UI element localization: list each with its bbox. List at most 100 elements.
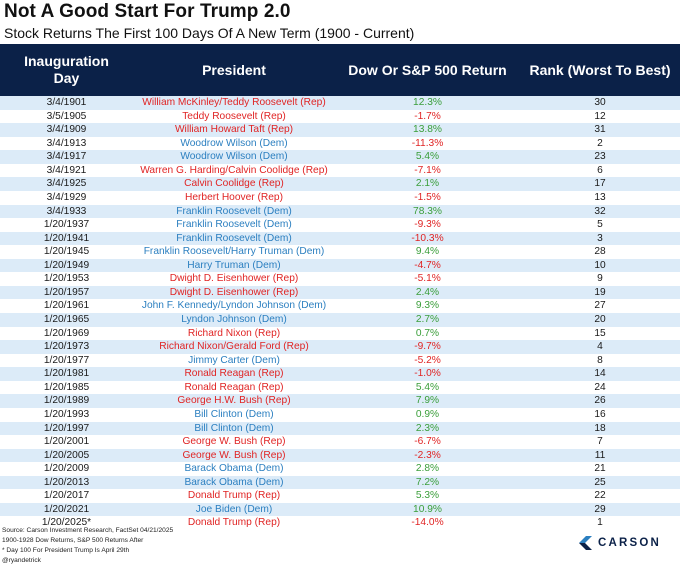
cell-date: 3/4/1917 xyxy=(46,151,87,163)
cell-return: -5.1% xyxy=(414,273,441,285)
table-row: 1/20/1985 Ronald Reagan (Rep) 5.4% 24 xyxy=(0,380,680,395)
cell-date: 1/20/2005 xyxy=(43,449,90,461)
table-row: 3/4/1929 Herbert Hoover (Rep) -1.5% 13 xyxy=(0,190,680,205)
cell-president: Donald Trump (Rep) xyxy=(187,517,281,529)
cell-rank: 19 xyxy=(594,286,606,298)
header-inauguration-day: Inauguration Day xyxy=(24,53,109,86)
cell-return: 0.9% xyxy=(415,408,440,420)
cell-rank: 18 xyxy=(594,422,606,434)
cell-rank: 26 xyxy=(594,395,606,407)
cell-return: -14.0% xyxy=(411,517,444,529)
table-row: 1/20/2005 George W. Bush (Rep) -2.3% 11 xyxy=(0,448,680,463)
table-row: 1/20/2001 George W. Bush (Rep) -6.7% 7 xyxy=(0,435,680,449)
table-row: 1/20/1941 Franklin Roosevelt (Dem) -10.3% 3 xyxy=(0,231,680,246)
cell-president: Lyndon Johnson (Dem) xyxy=(181,314,287,325)
cell-return: 10.9% xyxy=(413,503,442,515)
footer-note-returns: 1900-1928 Dow Returns, S&P 500 Returns A… xyxy=(2,537,144,544)
table-row: 1/20/1977 Jimmy Carter (Dem) -5.2% 8 xyxy=(0,353,680,368)
cell-president: Teddy Roosevelt (Rep) xyxy=(182,110,286,122)
cell-return: 5.3% xyxy=(415,490,440,502)
cell-rank: 16 xyxy=(594,408,606,420)
cell-date: 3/4/1909 xyxy=(46,124,87,136)
page-title: Not A Good Start For Trump 2.0 xyxy=(4,1,291,22)
cell-rank: 32 xyxy=(594,205,606,217)
cell-president: Dwight D. Eisenhower (Rep) xyxy=(169,286,299,298)
table-row: 1/20/1953 Dwight D. Eisenhower (Rep) -5.1%… xyxy=(0,272,680,286)
cell-rank: 8 xyxy=(597,354,603,366)
cell-return: 2.3% xyxy=(415,422,440,434)
table-row: 1/20/1961 John F. Kennedy/Lyndon Johnson … xyxy=(0,299,680,313)
cell-date: 1/20/1965 xyxy=(43,314,90,325)
cell-return: -4.7% xyxy=(414,259,441,271)
cell-president: Warren G. Harding/Calvin Coolidge (Rep) xyxy=(140,164,328,176)
cell-return: 0.7% xyxy=(415,327,440,339)
cell-date: 1/20/1977 xyxy=(43,354,90,366)
cell-return: 2.8% xyxy=(415,463,440,475)
cell-rank: 20 xyxy=(594,314,606,325)
cell-rank: 21 xyxy=(594,463,606,475)
cell-return: -9.3% xyxy=(414,219,441,231)
cell-date: 1/20/2021 xyxy=(43,503,90,515)
cell-rank: 22 xyxy=(594,490,606,502)
table-row: 3/4/1925 Calvin Coolidge (Rep) 2.1% 17 xyxy=(0,177,680,191)
header-president: President xyxy=(202,61,266,78)
cell-president: William Howard Taft (Rep) xyxy=(174,124,294,136)
cell-date: 3/4/1913 xyxy=(46,137,87,149)
cell-president: Richard Nixon/Gerald Ford (Rep) xyxy=(159,341,309,353)
cell-president: Barack Obama (Dem) xyxy=(184,476,284,488)
cell-return: -11.3% xyxy=(411,137,444,149)
cell-president: Jimmy Carter (Dem) xyxy=(188,354,280,366)
cell-president: Franklin Roosevelt (Dem) xyxy=(176,205,292,217)
table-row: 1/20/2021 Joe Biden (Dem) 10.9% 29 xyxy=(0,502,680,517)
cell-president: John F. Kennedy/Lyndon Johnson (Dem) xyxy=(141,300,327,312)
cell-president: Franklin Roosevelt (Dem) xyxy=(176,232,292,244)
cell-return: 2.1% xyxy=(415,178,440,190)
cell-president: Ronald Reagan (Rep) xyxy=(184,381,284,393)
table-row: 1/20/1989 George H.W. Bush (Rep) 7.9% 26 xyxy=(0,394,680,408)
cell-president: Dwight D. Eisenhower (Rep) xyxy=(169,273,299,285)
cell-return: -1.0% xyxy=(414,368,441,380)
cell-president: Woodrow Wilson (Dem) xyxy=(180,151,288,163)
table-row: 1/20/1957 Dwight D. Eisenhower (Rep) 2.4% 1… xyxy=(0,285,680,300)
cell-return: 7.9% xyxy=(415,395,440,407)
cell-date: 3/4/1921 xyxy=(46,164,87,176)
cell-president: Franklin Roosevelt/Harry Truman (Dem) xyxy=(143,246,325,258)
cell-rank: 28 xyxy=(594,246,606,258)
table-row: 1/20/1993 Bill Clinton (Dem) 0.9% 16 xyxy=(0,407,680,422)
cell-date: 3/4/1925 xyxy=(46,178,87,190)
cell-rank: 6 xyxy=(597,164,603,176)
cell-rank: 12 xyxy=(594,110,606,122)
cell-return: -5.2% xyxy=(414,354,441,366)
cell-president: Barack Obama (Dem) xyxy=(184,463,284,475)
cell-president: William McKinley/Teddy Roosevelt (Rep) xyxy=(142,97,326,108)
cell-date: 1/20/1973 xyxy=(43,341,90,353)
cell-date: 1/20/2025* xyxy=(41,517,92,529)
carson-logo: CARSON xyxy=(577,535,661,551)
cell-return: -10.3% xyxy=(411,232,444,244)
table-body: 3/4/1901 William McKinley/Teddy Roosevelt… xyxy=(0,96,680,530)
cell-rank: 13 xyxy=(594,191,606,203)
table-row: 3/4/1913 Woodrow Wilson (Dem) -11.3% 2 xyxy=(0,136,680,151)
table-row: 1/20/1973 Richard Nixon/Gerald Ford (Rep)… xyxy=(0,340,680,354)
table-row: 1/20/1937 Franklin Roosevelt (Dem) -9.3% 5 xyxy=(0,218,680,232)
cell-date: 1/20/2009 xyxy=(43,463,90,475)
table-row: 1/20/1965 Lyndon Johnson (Dem) 2.7% 20 xyxy=(0,313,680,327)
table-row: 1/20/2017 Donald Trump (Rep) 5.3% 22 xyxy=(0,489,680,503)
cell-rank: 2 xyxy=(597,137,603,149)
footer-note-day100: * Day 100 For President Trump Is April 2… xyxy=(2,547,130,554)
carson-chevron-icon xyxy=(579,536,592,550)
cell-rank: 1 xyxy=(597,517,603,529)
cell-return: 78.3% xyxy=(413,205,442,217)
cell-return: -7.1% xyxy=(414,164,441,176)
cell-rank: 3 xyxy=(597,232,603,244)
cell-date: 1/20/1993 xyxy=(43,408,90,420)
cell-return: 7.2% xyxy=(415,476,440,488)
cell-president: George W. Bush (Rep) xyxy=(182,449,286,461)
cell-return: 12.3% xyxy=(413,97,442,108)
carson-logo-text: CARSON xyxy=(598,537,662,549)
cell-return: 13.8% xyxy=(413,124,442,136)
cell-rank: 4 xyxy=(597,341,603,353)
cell-rank: 9 xyxy=(597,273,603,285)
cell-date: 1/20/2013 xyxy=(43,476,90,488)
cell-date: 1/20/1985 xyxy=(43,381,90,393)
